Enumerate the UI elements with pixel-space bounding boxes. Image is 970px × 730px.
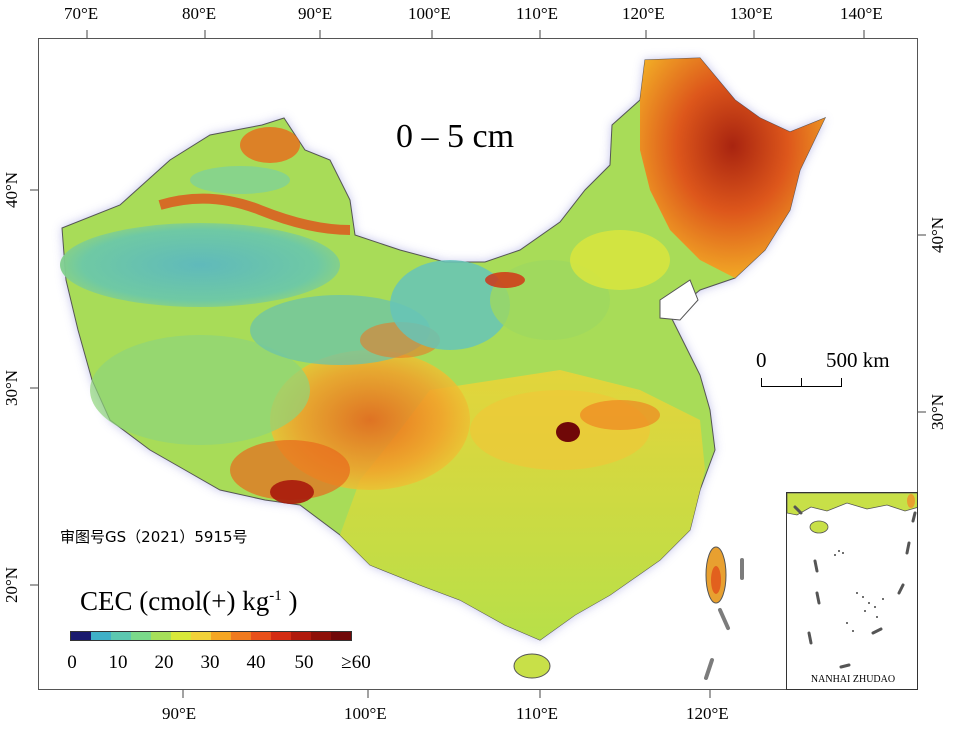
inset-label: NANHAI ZHUDAO <box>810 674 896 685</box>
top-lon-label: 110°E <box>516 4 559 23</box>
legend-swatch <box>311 632 331 640</box>
top-lon-label: 100°E <box>408 4 451 23</box>
legend-swatch <box>231 632 251 640</box>
bottom-lon-label: 100°E <box>344 704 387 723</box>
legend-tick-label: 20 <box>154 652 174 673</box>
legend-swatch <box>131 632 151 640</box>
legend-swatch <box>171 632 191 640</box>
top-lon-label: 90°E <box>298 4 333 23</box>
scale-tick <box>761 378 762 387</box>
scale-end-label: 500 km <box>826 348 890 372</box>
legend-title-end: ) <box>281 586 298 616</box>
legend-tick-label: 10 <box>108 652 128 673</box>
legend-color-bar <box>70 631 352 641</box>
legend-tick-labels: 0 10 20 30 40 50 ≥60 <box>0 652 400 676</box>
legend-title-main: CEC (cmol(+) kg <box>80 586 270 616</box>
legend-tick-label: 50 <box>294 652 314 673</box>
legend-tick-label: 30 <box>200 652 220 673</box>
legend-swatch <box>91 632 111 640</box>
top-lon-label: 140°E <box>840 4 883 23</box>
legend-swatch <box>191 632 211 640</box>
map-title: 0 – 5 cm <box>396 118 515 155</box>
bottom-lon-label: 90°E <box>162 704 197 723</box>
legend-tick-label: 0 <box>67 652 77 673</box>
scale-tick <box>841 378 842 387</box>
top-lon-label: 130°E <box>730 4 773 23</box>
legend-swatch <box>271 632 291 640</box>
scale-start-label: 0 <box>756 348 767 372</box>
top-lon-label: 70°E <box>64 4 99 23</box>
legend-title: CEC (cmol(+) kg-1 ) <box>80 586 297 617</box>
legend-swatch <box>251 632 271 640</box>
south-china-sea-inset: NANHAI ZHUDAO <box>786 492 918 690</box>
top-lon-label: 80°E <box>182 4 217 23</box>
legend-swatch <box>71 632 91 640</box>
scale-tick <box>801 378 802 387</box>
approval-number: 审图号GS（2021）5915号 <box>60 528 248 546</box>
legend-swatch <box>111 632 131 640</box>
bottom-lon-label: 120°E <box>686 704 729 723</box>
legend-swatch <box>211 632 231 640</box>
legend-swatch <box>331 632 351 640</box>
legend-tick-label: ≥60 <box>341 652 371 673</box>
legend-swatch <box>291 632 311 640</box>
legend-title-exponent: -1 <box>269 588 282 604</box>
legend-swatch <box>151 632 171 640</box>
top-lon-label: 120°E <box>622 4 665 23</box>
bottom-lon-label: 110°E <box>516 704 559 723</box>
legend-tick-label: 40 <box>246 652 266 673</box>
scale-bar: 0 500 km <box>756 348 906 398</box>
